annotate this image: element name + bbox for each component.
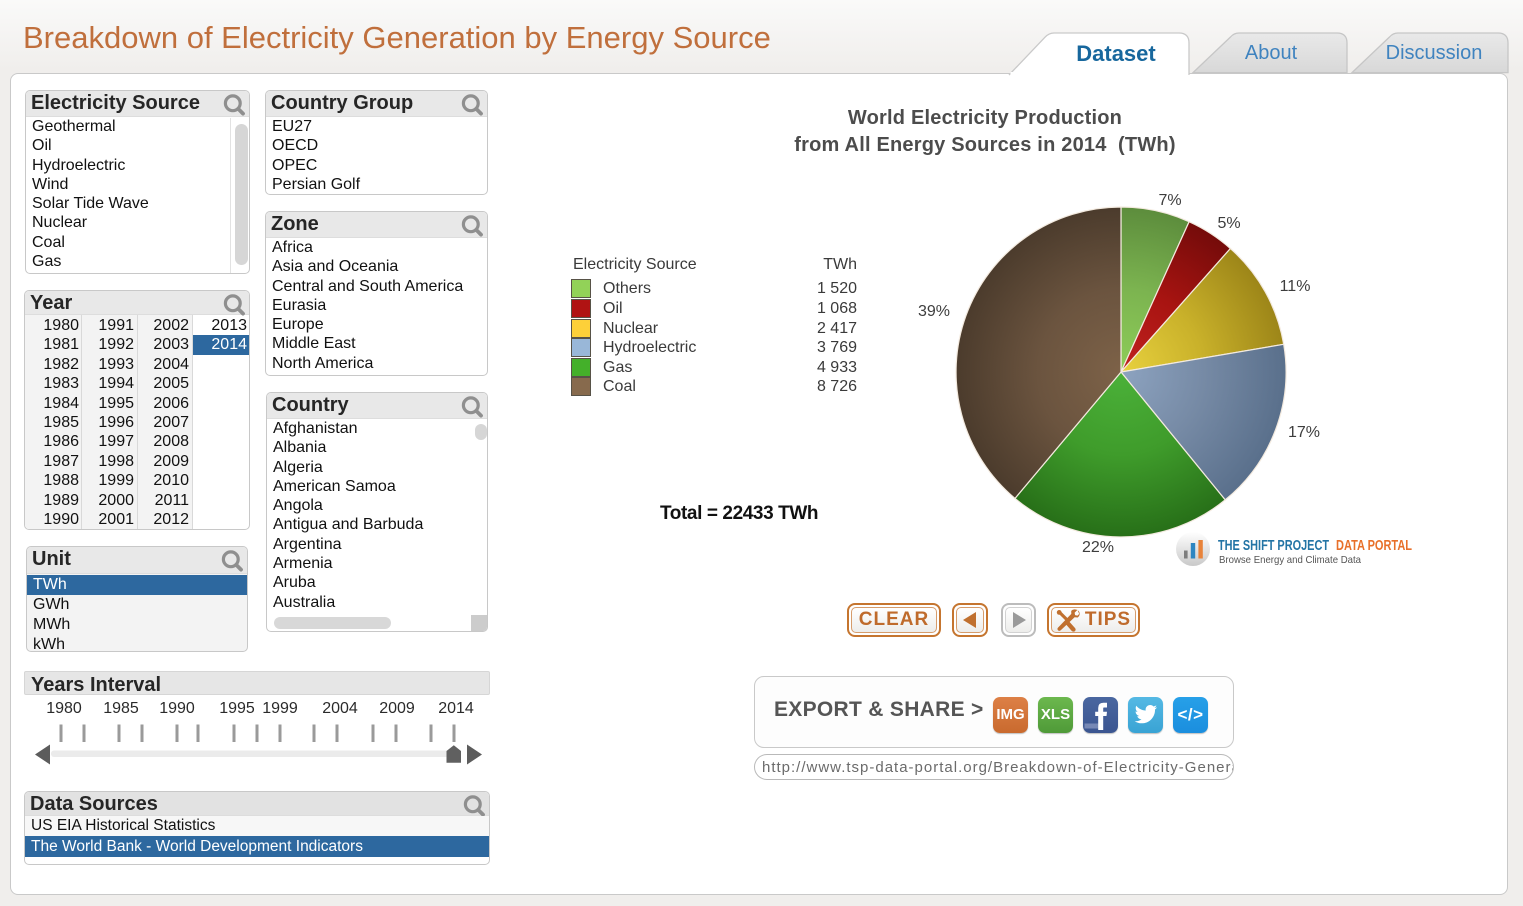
svg-text:THE SHIFT PROJECT: THE SHIFT PROJECT [1218, 538, 1329, 554]
svg-text:Browse Energy and Climate Data: Browse Energy and Climate Data [1219, 554, 1361, 566]
svg-text:DATA PORTAL: DATA PORTAL [1336, 538, 1412, 554]
